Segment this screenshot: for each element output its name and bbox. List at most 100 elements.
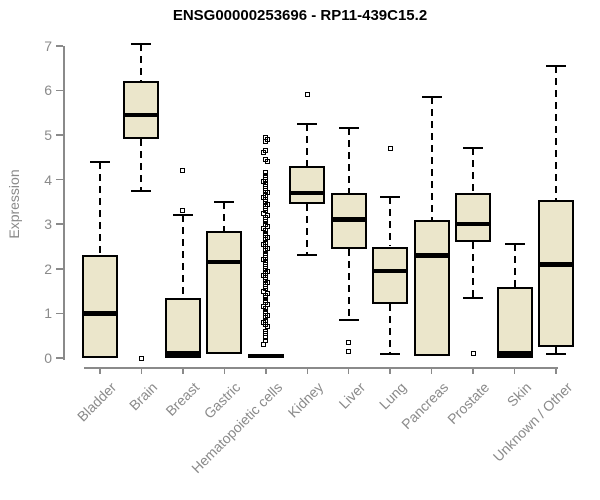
box xyxy=(413,219,450,356)
upper-whisker xyxy=(472,148,475,193)
upper-whisker xyxy=(140,43,143,82)
y-axis-tick xyxy=(56,89,63,92)
upper-whisker xyxy=(223,201,226,231)
x-axis-tick xyxy=(306,368,309,374)
box xyxy=(537,199,574,347)
median-line xyxy=(84,311,116,316)
lower-whisker xyxy=(306,204,309,256)
median-line xyxy=(498,351,531,356)
lower-whisker-cap xyxy=(297,254,318,257)
outlier-point xyxy=(470,351,476,357)
box xyxy=(82,255,118,358)
box xyxy=(496,286,533,358)
lower-whisker xyxy=(472,242,475,298)
median-line xyxy=(208,259,241,265)
x-axis-tick xyxy=(472,368,474,374)
upper-whisker-cap xyxy=(421,96,442,99)
median-line xyxy=(539,262,572,267)
x-axis-tick xyxy=(223,368,226,374)
lower-whisker xyxy=(347,248,350,321)
y-axis-tick xyxy=(56,134,63,136)
upper-whisker-cap xyxy=(90,160,110,163)
upper-whisker-cap xyxy=(338,127,359,130)
chart-title: ENSG00000253696 - RP11-439C15.2 xyxy=(172,7,428,24)
median-line xyxy=(374,268,407,274)
y-axis-tick xyxy=(56,268,63,270)
y-axis-tick-label: 5 xyxy=(44,127,52,143)
upper-whisker xyxy=(554,65,557,200)
x-axis-tick xyxy=(140,368,143,374)
lower-whisker xyxy=(554,346,557,354)
box xyxy=(123,81,160,140)
outlier-point xyxy=(263,148,269,154)
outlier-point xyxy=(138,355,144,361)
lower-whisker xyxy=(389,304,392,354)
y-axis-tick xyxy=(56,45,63,47)
y-axis-tick-label: 2 xyxy=(44,260,52,277)
y-axis-tick-label: 1 xyxy=(44,305,52,322)
outlier-point xyxy=(261,342,267,348)
x-axis-tick xyxy=(99,368,101,374)
y-axis-tick xyxy=(56,312,63,315)
upper-whisker-cap xyxy=(504,243,525,246)
y-axis-label: Expression xyxy=(6,169,22,239)
outlier-point xyxy=(304,92,310,98)
upper-whisker-cap xyxy=(380,196,401,199)
upper-whisker xyxy=(430,97,433,220)
lower-whisker-cap xyxy=(380,352,401,355)
y-axis-tick xyxy=(56,178,63,181)
box xyxy=(206,230,243,354)
x-axis-tick xyxy=(182,368,184,374)
upper-whisker-cap xyxy=(214,200,235,203)
lower-whisker-cap xyxy=(131,189,152,192)
outlier-point xyxy=(263,328,269,334)
upper-whisker xyxy=(347,128,350,193)
median-line xyxy=(332,217,365,222)
upper-whisker xyxy=(389,197,392,247)
box xyxy=(455,192,492,243)
y-axis-line xyxy=(63,45,65,360)
x-axis-tick xyxy=(265,368,267,374)
upper-whisker-cap xyxy=(297,122,318,125)
x-axis-tick xyxy=(555,368,557,374)
y-axis-tick xyxy=(56,357,63,359)
median-line xyxy=(415,253,448,258)
x-axis-tick xyxy=(430,368,433,374)
y-axis-tick-label: 4 xyxy=(44,171,52,188)
upper-whisker xyxy=(181,215,184,298)
x-axis-line xyxy=(84,367,558,369)
lower-whisker-cap xyxy=(338,319,359,322)
box xyxy=(289,166,326,205)
y-axis-tick-label: 0 xyxy=(44,350,52,366)
upper-whisker-cap xyxy=(545,64,566,67)
outlier-point xyxy=(180,168,186,174)
upper-whisker-cap xyxy=(131,42,152,45)
median-line xyxy=(291,190,324,196)
y-axis-tick-label: 7 xyxy=(44,37,52,54)
upper-whisker-cap xyxy=(172,214,193,217)
median-line xyxy=(457,221,490,227)
median-line xyxy=(125,112,158,118)
box xyxy=(164,297,201,358)
outlier-point xyxy=(263,134,269,140)
box xyxy=(372,246,409,305)
upper-whisker-cap xyxy=(463,147,484,150)
lower-whisker-cap xyxy=(545,352,566,355)
median-line xyxy=(166,351,199,356)
outlier-point xyxy=(263,157,269,163)
outlier-point xyxy=(263,170,269,176)
x-axis-tick xyxy=(513,368,516,374)
outlier-point xyxy=(387,145,393,151)
outlier-point xyxy=(346,339,352,345)
y-axis-tick xyxy=(56,223,63,225)
lower-whisker-cap xyxy=(463,296,484,299)
y-axis-tick-label: 6 xyxy=(44,82,52,99)
median-line xyxy=(249,353,282,359)
lower-whisker xyxy=(140,139,143,191)
upper-whisker xyxy=(513,244,516,287)
upper-whisker xyxy=(306,123,309,167)
x-axis-tick xyxy=(389,368,391,374)
y-axis-tick-label: 3 xyxy=(44,216,52,233)
outlier-point xyxy=(180,208,186,214)
